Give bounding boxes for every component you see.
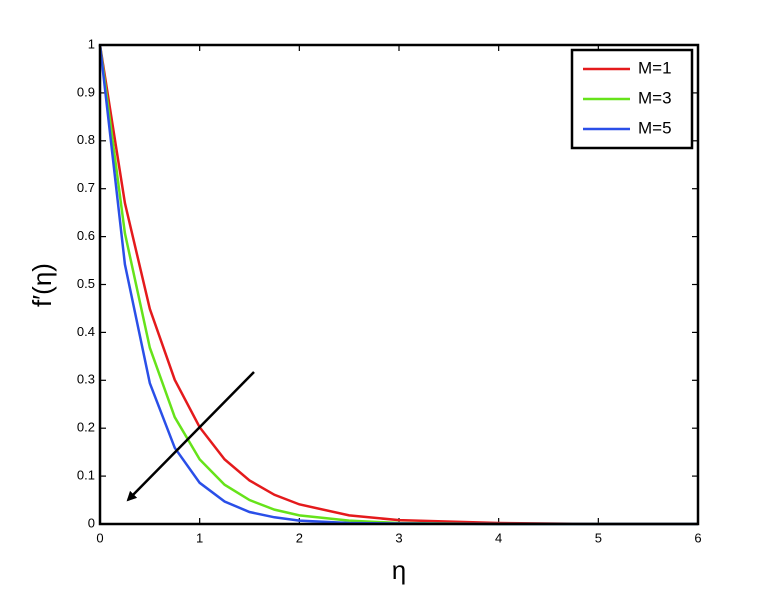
x-tick-label: 2 (296, 530, 303, 545)
y-tick-label: 0.8 (77, 132, 95, 147)
y-tick-label: 0.2 (77, 420, 95, 435)
x-tick-label: 4 (495, 530, 502, 545)
y-tick-label: 0.7 (77, 180, 95, 195)
trend-arrow (126, 371, 255, 502)
y-tick-label: 0.9 (77, 84, 95, 99)
x-tick-label: 3 (395, 530, 402, 545)
y-tick-label: 0.5 (77, 276, 95, 291)
legend-label: M=3 (638, 88, 672, 107)
y-tick-label: 0.4 (77, 324, 95, 339)
y-tick-label: 1 (88, 36, 95, 51)
y-tick-label: 0 (88, 515, 95, 530)
x-tick-label: 0 (96, 530, 103, 545)
axes-frame (98, 43, 700, 526)
legend-label: M=5 (638, 118, 672, 137)
y-axis-label: f′(η) (27, 263, 57, 307)
y-tick-label: 0.1 (77, 468, 95, 483)
x-tick-label: 6 (694, 530, 701, 545)
y-tick-label: 0.3 (77, 372, 95, 387)
x-tick-label: 1 (196, 530, 203, 545)
legend-label: M=1 (638, 58, 672, 77)
y-tick-label: 0.6 (77, 228, 95, 243)
x-tick-label: 5 (595, 530, 602, 545)
series-line (98, 44, 698, 526)
x-axis-label: η (392, 555, 406, 585)
